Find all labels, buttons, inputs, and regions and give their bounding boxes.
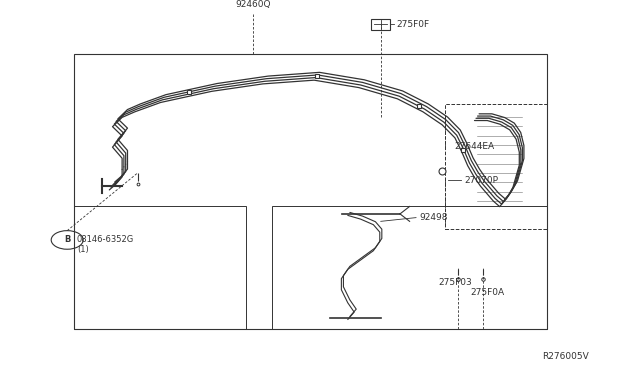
Bar bbox=[272, 206, 547, 329]
Text: 275F03: 275F03 bbox=[438, 278, 472, 287]
Text: B: B bbox=[64, 235, 70, 244]
Bar bbox=[445, 104, 547, 229]
Text: 08146-6352G: 08146-6352G bbox=[77, 235, 134, 244]
Bar bbox=[74, 206, 246, 329]
Text: 92498: 92498 bbox=[419, 213, 448, 222]
Text: 27070P: 27070P bbox=[464, 176, 498, 185]
Text: 275F0F: 275F0F bbox=[397, 20, 430, 29]
Text: (1): (1) bbox=[77, 245, 88, 254]
Text: 92460Q: 92460Q bbox=[235, 0, 271, 9]
Bar bbox=[74, 54, 547, 329]
Text: 27644EA: 27644EA bbox=[454, 142, 495, 151]
Text: 275F0A: 275F0A bbox=[470, 288, 504, 296]
Text: R276005V: R276005V bbox=[542, 352, 589, 361]
Bar bbox=[371, 19, 390, 30]
